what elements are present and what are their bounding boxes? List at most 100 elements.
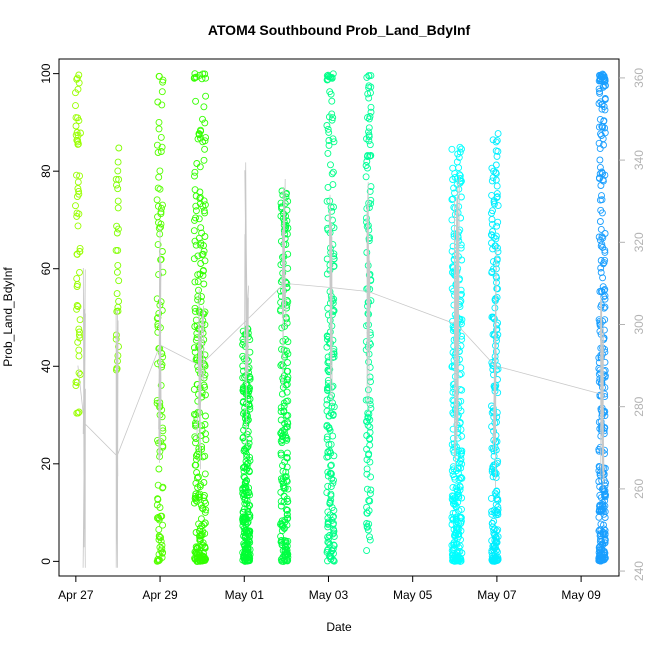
chart-title: ATOM4 Southbound Prob_Land_BdyInf bbox=[208, 22, 471, 38]
data-point bbox=[114, 204, 122, 212]
plot-frame bbox=[58, 58, 620, 577]
data-point bbox=[201, 556, 209, 563]
data-point bbox=[158, 541, 166, 549]
data-point bbox=[488, 164, 496, 172]
data-point bbox=[597, 130, 604, 138]
data-point bbox=[324, 183, 332, 191]
data-point bbox=[192, 452, 200, 460]
data-point bbox=[491, 304, 499, 312]
data-point bbox=[283, 510, 291, 518]
data-point bbox=[283, 449, 291, 457]
data-point bbox=[283, 506, 291, 514]
data-point bbox=[242, 550, 250, 558]
data-point bbox=[450, 184, 458, 192]
data-point bbox=[197, 515, 205, 523]
data-point bbox=[456, 457, 464, 465]
data-point bbox=[596, 89, 604, 97]
data-point bbox=[364, 396, 372, 404]
data-point bbox=[201, 119, 209, 127]
data-point bbox=[73, 75, 81, 83]
data-point bbox=[196, 490, 204, 498]
data-point bbox=[457, 177, 465, 185]
data-point bbox=[74, 131, 82, 139]
data-point bbox=[365, 497, 373, 504]
data-point bbox=[494, 218, 502, 226]
y2-tick-label: 240 bbox=[632, 561, 646, 581]
data-point bbox=[115, 297, 123, 305]
data-point bbox=[366, 428, 374, 436]
data-point bbox=[597, 242, 605, 250]
data-point bbox=[279, 191, 287, 199]
data-point bbox=[191, 168, 199, 176]
data-point bbox=[493, 222, 501, 230]
data-point bbox=[326, 511, 334, 519]
data-point bbox=[72, 382, 80, 390]
data-point bbox=[326, 498, 334, 506]
data-point bbox=[323, 548, 331, 556]
data-point bbox=[595, 446, 603, 453]
data-point bbox=[449, 556, 457, 564]
data-point bbox=[324, 125, 332, 133]
data-point bbox=[155, 550, 163, 558]
data-point bbox=[199, 138, 207, 146]
data-point bbox=[364, 409, 372, 417]
data-point bbox=[365, 450, 373, 458]
data-point bbox=[155, 515, 163, 523]
data-point bbox=[72, 102, 79, 110]
data-point bbox=[244, 518, 252, 526]
data-point bbox=[448, 145, 456, 153]
data-point bbox=[489, 404, 497, 412]
data-point bbox=[191, 172, 198, 180]
data-point bbox=[367, 486, 375, 494]
data-point bbox=[157, 133, 165, 141]
data-point bbox=[199, 267, 207, 274]
data-point bbox=[366, 533, 373, 541]
data-point bbox=[598, 123, 606, 130]
data-point bbox=[458, 145, 465, 153]
data-point bbox=[490, 314, 498, 322]
data-point bbox=[489, 228, 496, 235]
data-point bbox=[199, 70, 207, 78]
y2-axis: 240 260 280 300 320 340 360 bbox=[619, 68, 646, 581]
data-point bbox=[243, 500, 251, 508]
data-point bbox=[596, 531, 604, 539]
data-point bbox=[192, 435, 200, 443]
data-point bbox=[324, 545, 332, 553]
data-point bbox=[113, 308, 121, 315]
data-point bbox=[365, 235, 373, 243]
data-point bbox=[323, 435, 331, 443]
data-point bbox=[492, 507, 500, 515]
data-point bbox=[600, 141, 607, 149]
data-point bbox=[458, 549, 466, 557]
data-point bbox=[202, 391, 209, 399]
data-point bbox=[367, 103, 375, 111]
data-point bbox=[362, 173, 370, 181]
data-point bbox=[598, 101, 606, 109]
data-point bbox=[201, 508, 209, 516]
data-point bbox=[279, 462, 286, 470]
data-point bbox=[201, 257, 209, 265]
data-point bbox=[75, 346, 83, 354]
data-point bbox=[196, 163, 204, 171]
data-point bbox=[488, 177, 496, 185]
data-point bbox=[191, 492, 199, 500]
data-point bbox=[366, 141, 374, 149]
data-point bbox=[449, 483, 457, 491]
data-point bbox=[458, 256, 466, 264]
data-point bbox=[244, 416, 252, 424]
data-point bbox=[327, 555, 335, 563]
data-point bbox=[327, 462, 335, 470]
data-point bbox=[597, 526, 605, 534]
data-point bbox=[363, 547, 371, 555]
data-point bbox=[284, 264, 292, 272]
x-tick-label: May 01 bbox=[225, 588, 265, 602]
data-point bbox=[488, 269, 496, 277]
data-point bbox=[192, 192, 200, 200]
data-point bbox=[197, 241, 205, 249]
data-point bbox=[155, 465, 163, 473]
data-point bbox=[324, 149, 332, 157]
data-point bbox=[156, 543, 164, 551]
data-point bbox=[73, 275, 81, 283]
data-point bbox=[365, 520, 373, 528]
data-point bbox=[159, 78, 167, 86]
